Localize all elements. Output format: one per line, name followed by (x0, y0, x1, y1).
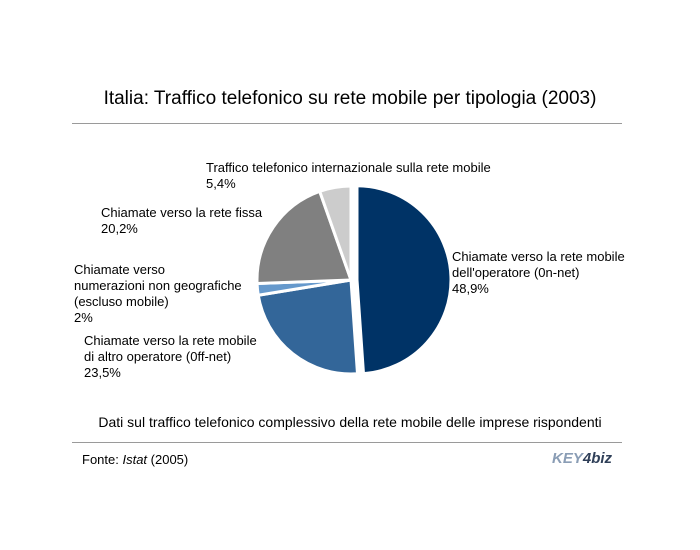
slice-label-non-geographic: Chiamate verso numerazioni non geografic… (74, 262, 242, 326)
slice-label-landline: Chiamate verso la rete fissa 20,2% (101, 205, 262, 237)
pie-slice-off-net (256, 278, 359, 376)
slice-label-line: Chiamate verso la rete fissa (101, 205, 263, 220)
key4biz-logo: KEY4biz (552, 450, 612, 467)
slice-label-line: dell'operatore (0n-net) (452, 265, 580, 280)
chart-title: Italia: Traffico telefonico su rete mobi… (103, 88, 597, 109)
logo-part-biz: biz (591, 450, 613, 467)
slice-label-line: (escluso mobile) (74, 294, 169, 309)
source-name: Istat (122, 452, 148, 467)
logo-part-key: KEY (552, 450, 583, 467)
logo-part-4: 4 (582, 450, 592, 467)
slice-label-line: numerazioni non geografiche (74, 278, 242, 293)
slice-label-line: di altro operatore (0ff-net) (84, 349, 232, 364)
chart-subtitle: Dati sul traffico telefonico complessivo… (98, 414, 602, 430)
slice-label-line: Chiamate verso (74, 262, 166, 277)
slice-value-label: 23,5% (84, 365, 121, 380)
pie-slice-on-net (355, 184, 453, 376)
slice-value-label: 5,4% (206, 176, 236, 191)
slice-label-international: Traffico telefonico internazionale sulla… (206, 160, 491, 192)
slice-value-label: 2% (74, 310, 93, 325)
source-note: Fonte: Istat (2005) (82, 452, 188, 467)
slice-label-off-net: Chiamate verso la rete mobile di altro o… (84, 333, 257, 381)
slice-label-line: Chiamate verso la rete mobile (84, 333, 257, 348)
footer-divider (72, 442, 622, 443)
slice-value-label: 20,2% (101, 221, 138, 236)
slice-value-label: 48,9% (452, 281, 489, 296)
pie-slice-international (318, 184, 353, 282)
source-prefix: Fonte: (82, 452, 123, 467)
slice-label-on-net: Chiamate verso la rete mobile dell'opera… (452, 249, 625, 297)
source-suffix: (2005) (147, 452, 189, 467)
title-divider (72, 123, 622, 124)
slice-label-line: Chiamate verso la rete mobile (452, 249, 625, 264)
slice-label-line: Traffico telefonico internazionale sulla… (206, 160, 491, 175)
